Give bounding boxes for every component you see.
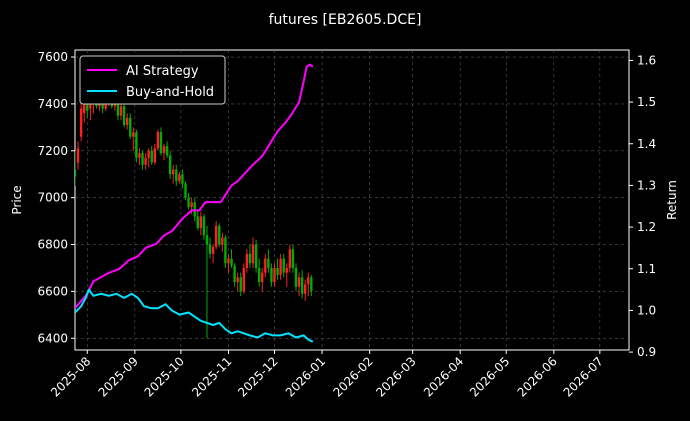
candle-body: [199, 216, 203, 229]
candle-body: [79, 108, 83, 137]
candle-body: [181, 174, 184, 184]
y-tick-label-left: 6800: [37, 238, 68, 252]
y-tick-label-left: 7600: [37, 50, 68, 64]
candle-body: [125, 117, 129, 125]
candle-body: [282, 258, 285, 273]
candle-body: [172, 169, 175, 175]
candle-body: [261, 272, 264, 283]
y-axis-right: 0.9 1.0 1.1 1.2 1.3 1.4 1.5 1.6: [629, 53, 656, 359]
candle-body: [184, 183, 187, 198]
candle-body: [264, 258, 267, 273]
candle-body: [168, 155, 172, 175]
candle-body: [190, 202, 193, 208]
candle-body: [251, 244, 255, 264]
y-tick-label-left: 7200: [37, 144, 68, 158]
candle-body: [224, 237, 227, 264]
candle-body: [76, 148, 80, 163]
candle-body: [129, 117, 132, 137]
y-tick-label-right: 1.4: [637, 137, 656, 151]
candle-body: [239, 277, 242, 292]
candle-body: [273, 267, 276, 283]
candle-body: [236, 277, 239, 283]
legend: AI Strategy Buy-and-Hold: [79, 55, 226, 105]
y-tick-label-right: 1.6: [637, 53, 656, 67]
candle-body: [285, 267, 288, 273]
chart-title: futures [EB2605.DCE]: [269, 12, 422, 28]
candle-body: [211, 246, 215, 254]
candle-body: [257, 267, 261, 283]
series-line-buy-and-hold: [75, 288, 314, 343]
legend-label-ai-strategy: AI Strategy: [126, 64, 199, 79]
candle-body: [300, 277, 304, 294]
candle-body: [138, 153, 141, 158]
y-axis-label-left: Price: [10, 185, 24, 214]
legend-label-buy-and-hold: Buy-and-Hold: [126, 85, 214, 100]
candle-body: [75, 169, 77, 177]
candle-body: [218, 225, 221, 245]
y-tick-label-right: 1.0: [637, 303, 656, 317]
candle-body: [132, 132, 135, 137]
candle-body: [178, 174, 181, 182]
candle-body: [147, 150, 150, 158]
candle-body: [276, 267, 279, 275]
candle-body: [242, 267, 246, 292]
y-tick-label-right: 0.9: [637, 345, 656, 359]
candle-body: [196, 216, 199, 229]
candle-body: [214, 225, 218, 247]
candle-body: [205, 235, 209, 245]
candle-body: [135, 132, 138, 158]
candle-body: [294, 267, 298, 287]
candle-body: [227, 258, 230, 264]
candle-body: [310, 277, 313, 292]
candle-body: [83, 103, 86, 114]
candle-body: [202, 216, 206, 236]
candle-body: [270, 267, 273, 283]
candle-body: [165, 146, 169, 156]
candle-body: [307, 277, 310, 285]
candle-body: [193, 202, 196, 217]
candle-body: [245, 253, 249, 268]
return-lines: [75, 63, 314, 343]
candle-body: [156, 132, 160, 149]
candle-body: [248, 253, 252, 264]
candle-body: [113, 103, 117, 107]
candle-body: [159, 132, 163, 154]
candle-body: [267, 258, 270, 268]
candle-body: [221, 237, 224, 245]
y-tick-label-left: 6600: [37, 284, 68, 298]
candle-body: [144, 157, 147, 165]
candle-body: [153, 148, 157, 163]
candle-body: [150, 150, 153, 163]
y-tick-label-left: 7400: [37, 97, 68, 111]
candle-body: [175, 169, 178, 182]
candle-body: [279, 258, 282, 275]
candle-body: [119, 106, 123, 116]
candle-body: [208, 244, 212, 254]
series-line-ai-strategy: [75, 63, 314, 309]
candle-body: [187, 197, 190, 208]
candle-body: [89, 103, 92, 109]
candle-body: [233, 265, 236, 283]
candle-body: [122, 106, 126, 125]
candle-body: [254, 244, 258, 268]
candle-body: [303, 284, 307, 294]
y-axis-left: 6400 6600 6800 7000 7200 7400 7600: [37, 50, 75, 345]
y-tick-label-right: 1.2: [637, 220, 656, 234]
candle-body: [162, 146, 166, 154]
candle-body: [230, 258, 233, 266]
y-tick-label-left: 6400: [37, 331, 68, 345]
y-axis-label-right: Return: [665, 180, 679, 220]
y-tick-label-right: 1.1: [637, 262, 656, 276]
y-tick-label-left: 7000: [37, 191, 68, 205]
y-tick-label-right: 1.5: [637, 95, 656, 109]
candle-body: [288, 249, 292, 268]
candlesticks: [75, 87, 313, 339]
y-tick-label-right: 1.3: [637, 178, 656, 192]
candle-body: [291, 249, 295, 268]
candle-body: [297, 277, 301, 287]
candle-body: [141, 153, 144, 165]
candle-body: [104, 101, 107, 109]
candle-body: [116, 103, 120, 116]
